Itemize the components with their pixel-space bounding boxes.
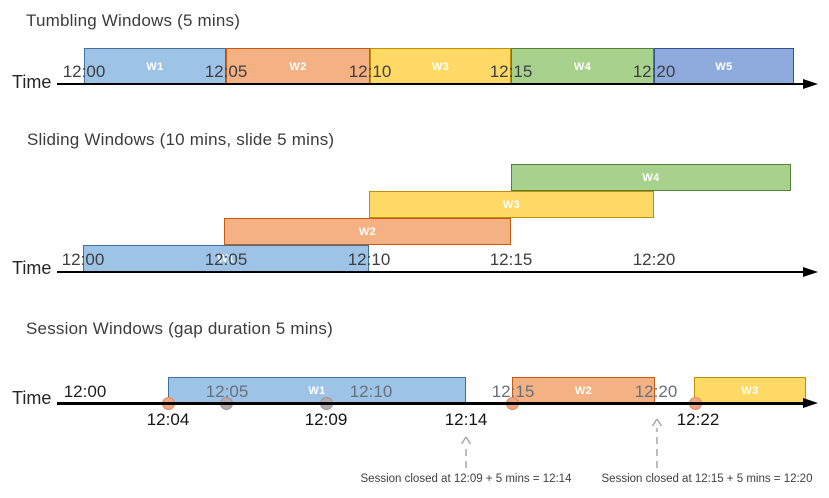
- axis-arrowhead-icon: [803, 398, 818, 408]
- window-label: W5: [715, 60, 733, 73]
- window-label: W1: [217, 252, 235, 265]
- annotation-arrow-icon: [651, 418, 663, 468]
- sliding-window-w2: W2: [224, 218, 511, 245]
- tumbling-window-w3: W3: [370, 48, 511, 85]
- tumbling-window-w5: W5: [654, 48, 794, 85]
- tumbling-window-w4: W4: [511, 48, 654, 85]
- session-window-w1: W1: [168, 377, 466, 405]
- window-label: W2: [358, 225, 377, 238]
- window-label: W1: [308, 385, 326, 397]
- axis-arrowhead-icon: [803, 267, 818, 277]
- session-time-axis-line: [57, 402, 807, 405]
- tick-label: 12:05: [204, 250, 248, 269]
- window-label: W4: [573, 60, 592, 73]
- tick-label: 12:10: [348, 62, 392, 81]
- event-time-label: 12:09: [304, 410, 348, 429]
- session-axis-label: Time: [12, 388, 52, 408]
- tick-label: 12:00: [63, 382, 107, 401]
- event-time-label: 12:04: [146, 410, 190, 429]
- tumbling-title: Tumbling Windows (5 mins): [26, 11, 241, 30]
- tick-label: 12:15: [491, 382, 535, 401]
- tick-label: 12:20: [632, 62, 676, 81]
- sliding-time-axis-line: [57, 271, 807, 273]
- tick-label: 12:10: [347, 250, 391, 269]
- event-time-label: 12:22: [676, 410, 720, 429]
- annotation-arrow-icon: [460, 436, 472, 468]
- sliding-axis-label: Time: [12, 258, 52, 278]
- session-window-w2: W2: [512, 377, 655, 405]
- window-label: W3: [741, 385, 759, 397]
- sliding-window-w3: W3: [369, 191, 654, 218]
- window-label: W2: [289, 60, 307, 73]
- tick-label: 12:10: [349, 382, 393, 401]
- window-label: W4: [642, 171, 660, 184]
- tick-label: 12:00: [61, 250, 105, 269]
- session-close-time-label: 12:14: [444, 410, 488, 429]
- window-label: W3: [502, 198, 521, 211]
- tick-label: 12:00: [62, 62, 106, 81]
- tick-label: 12:15: [489, 250, 533, 269]
- session-window-w3: W3: [694, 377, 806, 405]
- sliding-title: Sliding Windows (10 mins, slide 5 mins): [27, 130, 335, 149]
- tumbling-axis-label: Time: [12, 72, 52, 92]
- session-close-annotation: Session closed at 12:09 + 5 mins = 12:14: [360, 473, 572, 485]
- axis-arrowhead-icon: [803, 79, 818, 89]
- tick-label: 12:20: [632, 250, 676, 269]
- window-label: W1: [146, 60, 164, 73]
- session-close-annotation: Session closed at 12:15 + 5 mins = 12:20: [601, 473, 813, 485]
- tumbling-time-axis-line: [57, 83, 807, 85]
- window-label: W2: [574, 385, 593, 397]
- window-label: W3: [431, 60, 450, 73]
- tick-label: 12:20: [634, 382, 678, 401]
- tumbling-window-w1: W1: [84, 48, 226, 85]
- sliding-window-w4: W4: [511, 164, 791, 191]
- tick-label: 12:05: [204, 62, 248, 81]
- tick-label: 12:15: [489, 62, 533, 81]
- tick-label: 12:05: [205, 382, 249, 401]
- session-title: Session Windows (gap duration 5 mins): [26, 319, 333, 338]
